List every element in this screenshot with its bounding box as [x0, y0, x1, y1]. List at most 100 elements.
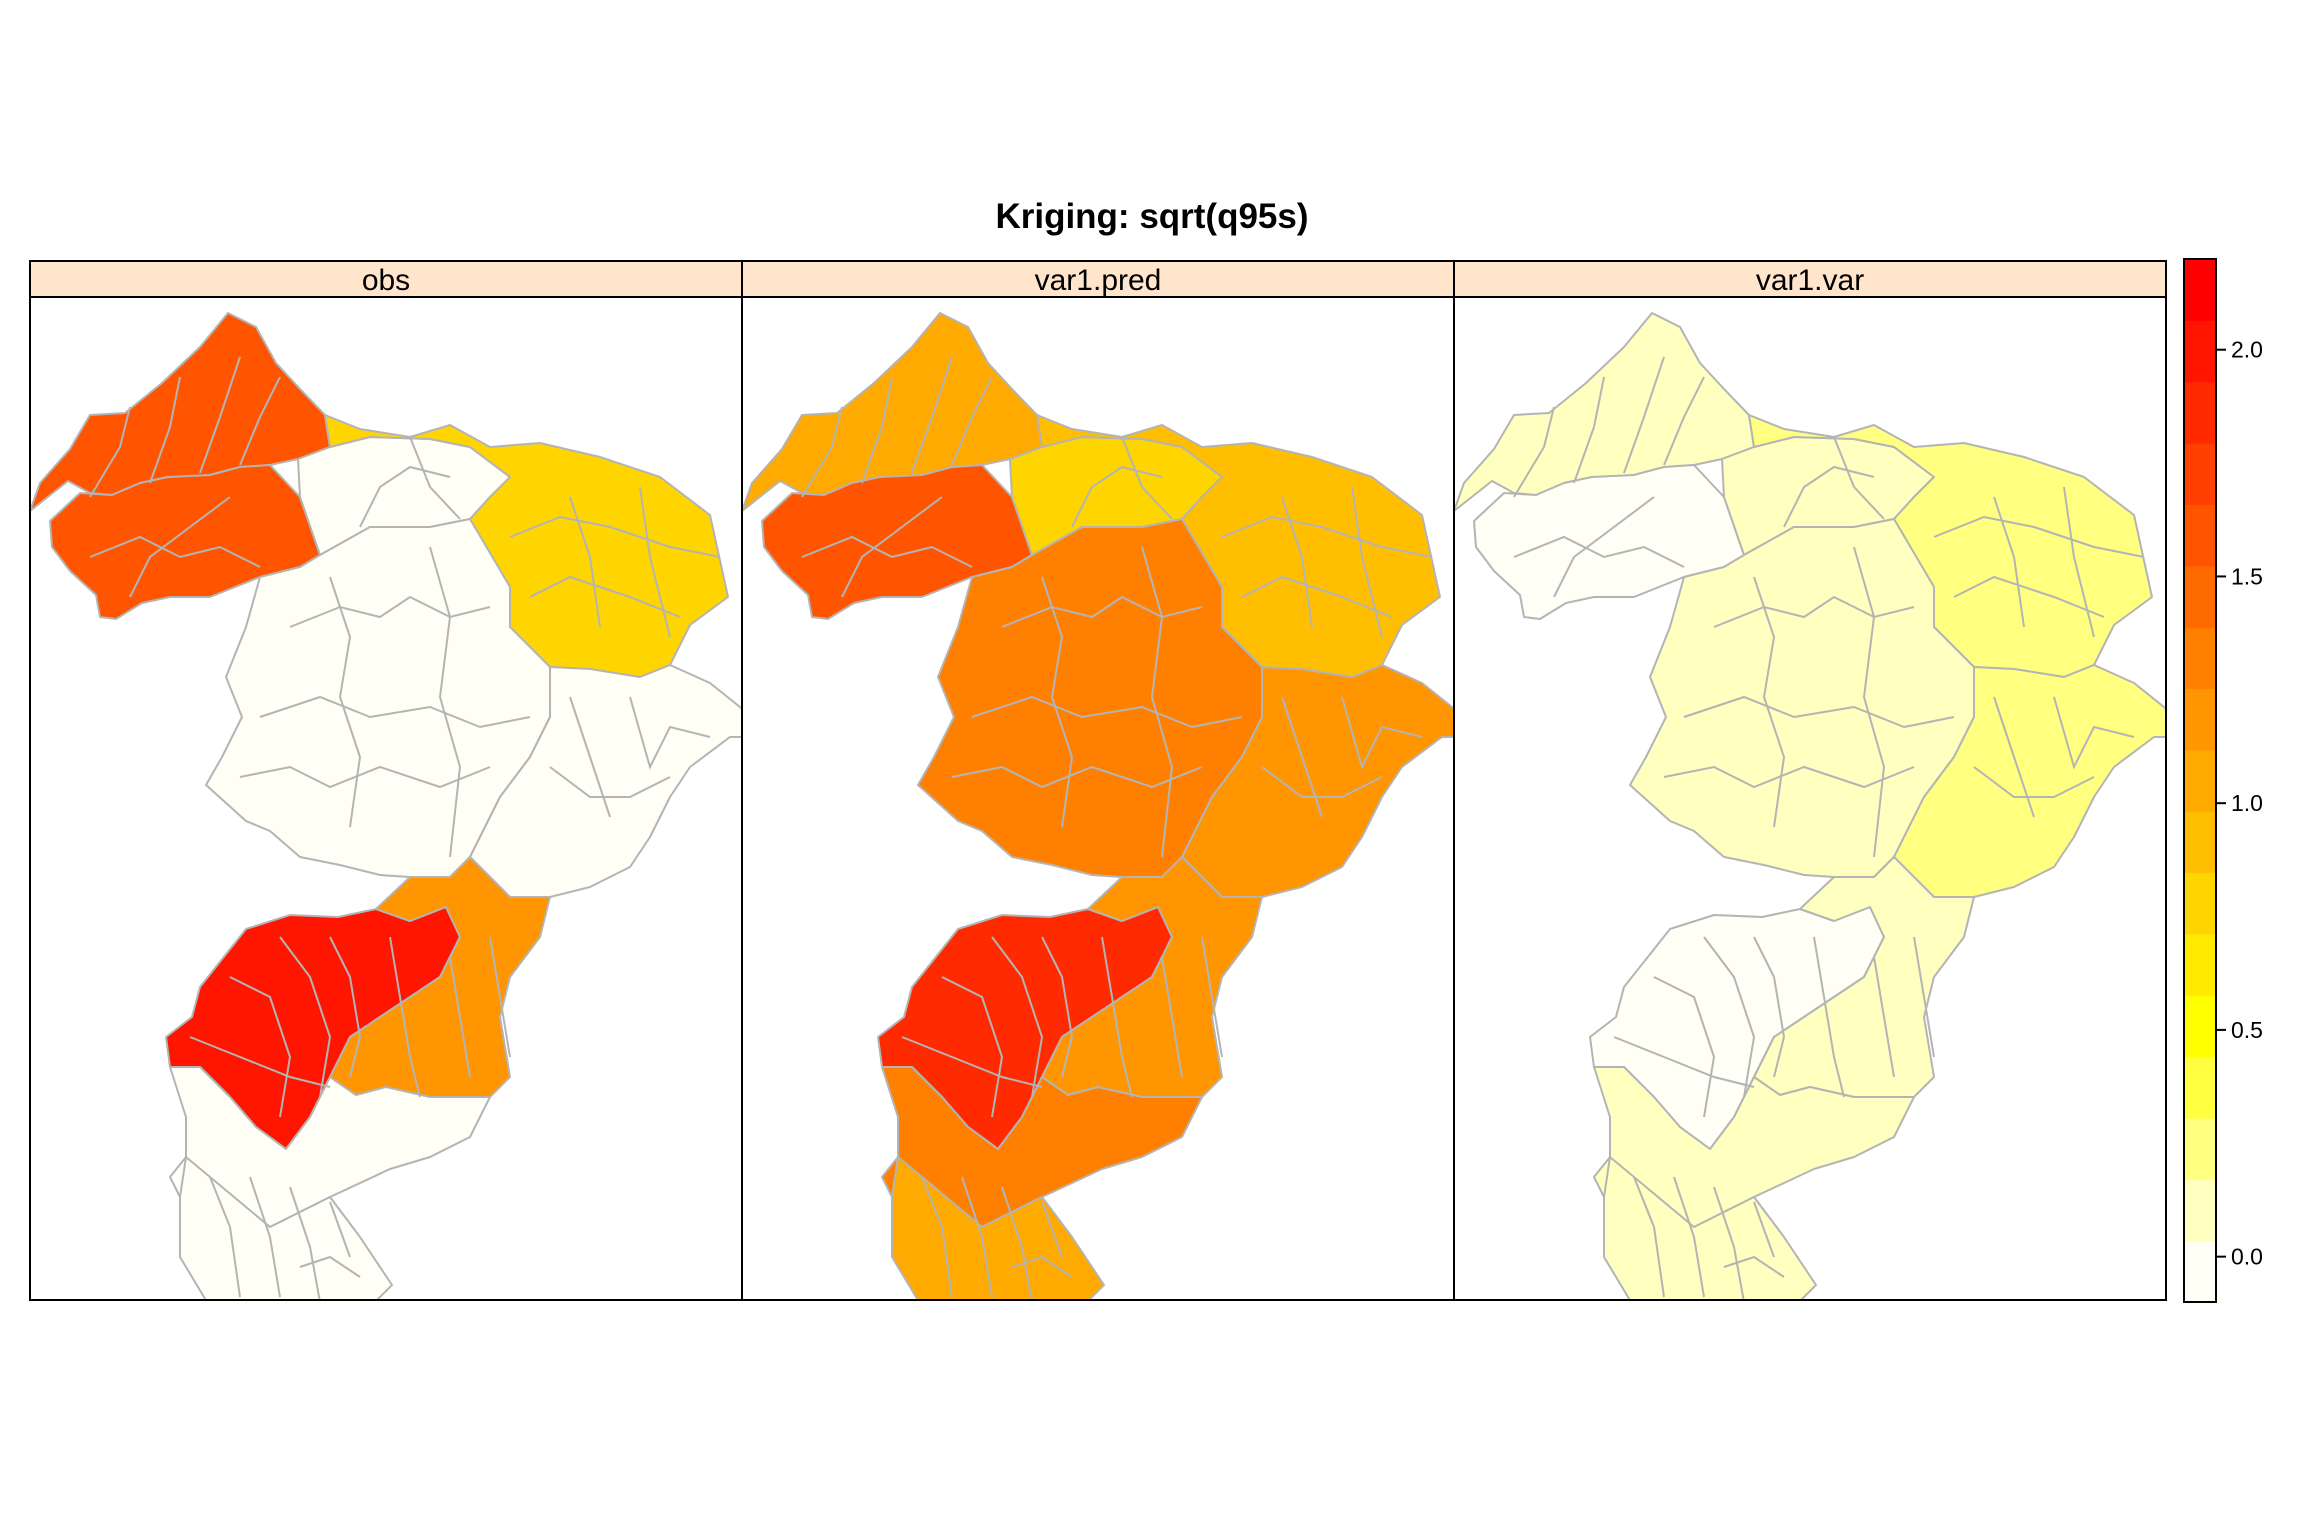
colorbar-block [2184, 995, 2216, 1058]
subcatchment-boundary [1121, 436, 1173, 520]
subcatchment-boundary [1221, 515, 1433, 558]
colorbar-block [2184, 872, 2216, 935]
subcatchment-boundary [359, 465, 451, 528]
subcatchment-boundary [329, 1201, 351, 1258]
subcatchment-boundary [901, 1036, 1043, 1088]
subcatchment-boundary [1241, 575, 1393, 618]
subcatchment-boundary [911, 356, 953, 474]
subcatchment-boundary [1281, 496, 1313, 628]
map-var1-pred [742, 312, 1454, 1300]
colorbar-block [2184, 565, 2216, 628]
subcatchment-boundary [801, 535, 973, 568]
subcatchment-boundary [2053, 696, 2135, 770]
subcatchment-boundary [951, 376, 993, 466]
colorbar-block [2184, 627, 2216, 690]
colorbar: 0.0 0.5 1.0 1.5 2.0 [2183, 258, 2263, 1303]
panel-var1-pred: var1.pred [741, 260, 1455, 1301]
subcatchment-boundary [1001, 595, 1203, 628]
subcatchment-boundary [1813, 936, 1845, 1098]
subcatchment-boundary [1713, 1186, 1745, 1300]
colorbar-block [2184, 504, 2216, 567]
colorbar-block [2184, 259, 2216, 321]
catchment-north-west [1454, 312, 1755, 512]
subcatchment-boundary [861, 376, 893, 484]
colorbar-block [2184, 443, 2216, 506]
colorbar-tick-label: 1.0 [2231, 790, 2263, 816]
subcatchment-boundary [1101, 936, 1133, 1098]
panel-var1-var: var1.var [1453, 260, 2167, 1301]
subcatchment-boundary [1261, 766, 1383, 798]
subcatchment-boundary [1933, 515, 2145, 558]
subcatchment-boundary [1001, 1186, 1033, 1300]
subcatchment-boundary [941, 976, 1004, 1118]
subcatchment-boundary [1573, 376, 1605, 484]
catchment-far-south [179, 1156, 393, 1300]
subcatchment-boundary [1553, 496, 1655, 598]
subcatchment-boundary [199, 356, 241, 474]
catchment-far-south [891, 1156, 1105, 1300]
subcatchment-boundary [1041, 1201, 1063, 1258]
subcatchment-boundary [1673, 1176, 1705, 1298]
subcatchment-boundary [961, 1176, 993, 1298]
panel-obs: obs [29, 260, 743, 1301]
subcatchment-boundary [129, 496, 231, 598]
subcatchment-boundary [1041, 936, 1074, 1078]
subcatchment-boundary [149, 376, 181, 484]
subcatchment-boundary [1011, 1255, 1073, 1278]
subcatchment-boundary [1663, 376, 1705, 466]
colorbar-tick-label: 0.5 [2231, 1017, 2263, 1043]
subcatchment-boundary [1873, 956, 1895, 1078]
subcatchment-boundary [229, 976, 292, 1118]
subcatchment-boundary [289, 1186, 321, 1300]
subcatchment-boundary [289, 595, 491, 628]
subcatchment-boundary [1141, 546, 1174, 858]
subcatchment-boundary [1623, 356, 1665, 474]
panel-frame-var1-var [1453, 296, 2167, 1301]
subcatchment-boundary [569, 496, 601, 628]
colorbar-block [2184, 811, 2216, 874]
catchment-south [881, 1066, 1203, 1228]
colorbar-block [2184, 933, 2216, 996]
subcatchment-boundary [1753, 936, 1786, 1078]
subcatchment-boundary [1703, 936, 1756, 1098]
figure-title: Kriging: sqrt(q95s) [995, 197, 1308, 236]
subcatchment-boundary [1041, 576, 1074, 828]
strip-obs [29, 260, 743, 298]
subcatchment-boundary [299, 1255, 361, 1278]
subcatchment-boundary [801, 406, 843, 498]
colorbar-tick-label: 2.0 [2231, 337, 2263, 363]
strip-label-var1-pred: var1.pred [1035, 264, 1162, 297]
subcatchment-boundary [249, 1176, 281, 1298]
subcatchment-boundary [259, 695, 531, 729]
subcatchment-boundary [389, 936, 421, 1098]
subcatchment-boundary [1723, 1255, 1785, 1278]
subcatchment-boundary [1351, 486, 1383, 638]
colorbar-block [2184, 381, 2216, 444]
colorbar-block [2184, 1179, 2216, 1242]
subcatchment-boundary [1513, 406, 1555, 498]
colorbar-tick-label: 0.0 [2231, 1244, 2263, 1270]
subcatchment-boundary [209, 1176, 241, 1298]
subcatchment-boundary [1341, 696, 1423, 770]
subcatchment-boundary [971, 695, 1243, 729]
colorbar-block [2184, 320, 2216, 383]
subcatchment-boundary [1753, 576, 1786, 828]
subcatchment-boundary [1161, 956, 1183, 1078]
subcatchment-boundary [89, 535, 261, 568]
map-obs [30, 312, 742, 1300]
map-var1-var [1454, 312, 2166, 1300]
subcatchment-boundary [1993, 496, 2025, 628]
strip-label-var1-var: var1.var [1756, 264, 1864, 297]
subcatchment-boundary [1071, 465, 1163, 528]
subcatchment-boundary [1833, 436, 1885, 520]
subcatchment-boundary [279, 936, 332, 1098]
subcatchment-boundary [629, 696, 711, 770]
catchment-east [1893, 664, 2166, 898]
subcatchment-boundary [1913, 936, 1935, 1058]
subcatchment-boundary [2063, 486, 2095, 638]
subcatchment-boundary [329, 936, 362, 1078]
subcatchment-boundary [639, 486, 671, 638]
subcatchment-boundary [429, 546, 462, 858]
subcatchment-boundary [189, 1036, 331, 1088]
